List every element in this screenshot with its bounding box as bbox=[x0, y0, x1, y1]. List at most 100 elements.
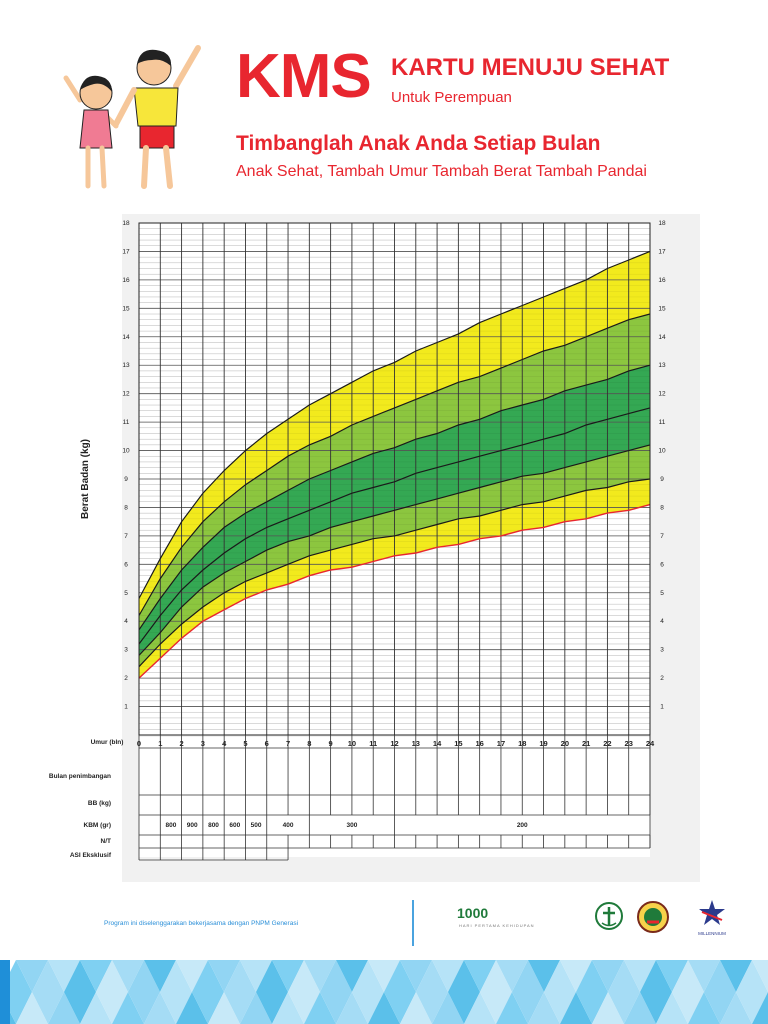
pattern-triangle bbox=[592, 992, 624, 1024]
y-tick-label-left: 7 bbox=[124, 533, 128, 540]
pattern-triangle bbox=[672, 960, 704, 992]
kbm-value-label: 300 bbox=[346, 822, 357, 829]
kbm-value-label: 500 bbox=[251, 822, 262, 829]
pattern-triangle bbox=[736, 960, 768, 992]
pattern-triangle bbox=[384, 960, 416, 992]
pattern-triangle bbox=[656, 960, 688, 992]
pattern-triangle bbox=[16, 960, 48, 992]
pattern-triangle bbox=[720, 992, 752, 1024]
pattern-triangle bbox=[288, 960, 320, 992]
pattern-triangle bbox=[624, 992, 656, 1024]
y-tick-label-left: 11 bbox=[123, 419, 130, 426]
y-tick-label-left: 18 bbox=[122, 220, 130, 227]
y-tick-label-left: 1 bbox=[124, 704, 128, 711]
pattern-triangle bbox=[112, 992, 144, 1024]
y-tick-label-left: 10 bbox=[122, 448, 130, 455]
pattern-triangle bbox=[144, 960, 176, 992]
boy-figure bbox=[113, 45, 201, 189]
y-tick-label-right: 3 bbox=[660, 647, 664, 654]
pattern-triangle bbox=[576, 960, 608, 992]
y-tick-label-right: 11 bbox=[659, 419, 666, 426]
pattern-triangle bbox=[320, 992, 352, 1024]
card-subtitle: Untuk Perempuan bbox=[391, 89, 512, 106]
pattern-triangle bbox=[160, 992, 192, 1024]
pattern-triangle bbox=[656, 992, 688, 1024]
pattern-triangle bbox=[496, 992, 528, 1024]
y-tick-label-right: 6 bbox=[660, 561, 664, 568]
pattern-triangle bbox=[80, 960, 112, 992]
pattern-triangle bbox=[160, 960, 192, 992]
y-tick-label-right: 15 bbox=[658, 305, 666, 312]
table-row-label: ASI Eksklusif bbox=[70, 852, 112, 859]
pattern-triangle bbox=[240, 960, 272, 992]
pattern-triangle bbox=[352, 960, 384, 992]
pattern-triangle bbox=[256, 992, 288, 1024]
y-tick-label-right: 9 bbox=[660, 476, 664, 483]
pattern-triangle bbox=[448, 960, 480, 992]
pattern-triangle bbox=[64, 992, 96, 1024]
table-row-label: BB (kg) bbox=[88, 800, 111, 807]
slogan-subtitle: Anak Sehat, Tambah Umur Tambah Berat Tam… bbox=[236, 163, 647, 180]
y-tick-label-right: 8 bbox=[660, 504, 664, 511]
curve-median bbox=[138, 407, 651, 645]
slogan-title: Timbanglah Anak Anda Setiap Bulan bbox=[236, 132, 601, 155]
y-tick-label-right: 13 bbox=[658, 362, 666, 369]
y-tick-label-left: 6 bbox=[124, 561, 128, 568]
pattern-triangle bbox=[432, 992, 464, 1024]
pattern-triangle bbox=[672, 992, 704, 1024]
pattern-triangle bbox=[48, 992, 80, 1024]
curve-minus2 bbox=[138, 478, 651, 668]
pattern-triangle bbox=[400, 992, 432, 1024]
pattern-triangle bbox=[608, 960, 640, 992]
y-tick-label-left: 3 bbox=[124, 647, 128, 654]
pattern-triangle bbox=[368, 992, 400, 1024]
y-tick-label-right: 12 bbox=[658, 391, 666, 398]
pattern-triangle bbox=[480, 960, 512, 992]
pattern-triangle bbox=[736, 992, 768, 1024]
pattern-triangle bbox=[640, 992, 672, 1024]
pattern-triangle bbox=[624, 960, 656, 992]
y-tick-label-right: 7 bbox=[660, 533, 664, 540]
y-tick-label-left: 14 bbox=[122, 334, 130, 341]
pattern-triangle bbox=[448, 992, 480, 1024]
pattern-triangle bbox=[208, 960, 240, 992]
footer-divider bbox=[412, 900, 414, 946]
pattern-triangle bbox=[384, 992, 416, 1024]
pattern-triangle bbox=[512, 960, 544, 992]
pattern-triangle bbox=[416, 960, 448, 992]
y-tick-label-right: 10 bbox=[658, 448, 666, 455]
pattern-triangle bbox=[192, 992, 224, 1024]
pattern-triangle bbox=[32, 992, 64, 1024]
pattern-triangle bbox=[256, 960, 288, 992]
logo-1000-hari: 1000 bbox=[457, 905, 489, 921]
pattern-triangle bbox=[304, 992, 336, 1024]
kbm-value-label: 800 bbox=[166, 822, 177, 829]
pattern-triangle bbox=[96, 960, 128, 992]
footer-note: Program ini diselenggarakan bekerjasama … bbox=[104, 920, 299, 927]
curve-minus3 bbox=[138, 503, 651, 679]
curve-plus1 bbox=[138, 364, 651, 631]
pattern-triangle bbox=[544, 960, 576, 992]
y-tick-label-right: 5 bbox=[660, 590, 664, 597]
pattern-triangle bbox=[528, 992, 560, 1024]
pattern-triangle bbox=[64, 960, 96, 992]
pattern-triangle bbox=[128, 960, 160, 992]
y-tick-label-right: 4 bbox=[660, 618, 664, 625]
pattern-triangle bbox=[480, 992, 512, 1024]
y-tick-label-left: 9 bbox=[124, 476, 128, 483]
pattern-triangle bbox=[688, 992, 720, 1024]
pattern-triangle bbox=[496, 960, 528, 992]
pattern-triangle bbox=[416, 992, 448, 1024]
pattern-triangle bbox=[272, 960, 304, 992]
footer-triangle-pattern bbox=[0, 960, 768, 1024]
x-tick-label: 24 bbox=[646, 739, 655, 748]
pattern-triangle bbox=[48, 960, 80, 992]
children-illustration bbox=[63, 45, 201, 189]
pattern-triangle bbox=[32, 960, 64, 992]
y-tick-label-left: 13 bbox=[122, 362, 130, 369]
pattern-triangle bbox=[464, 992, 496, 1024]
pattern-triangle bbox=[592, 960, 624, 992]
pattern-triangle bbox=[16, 992, 48, 1024]
y-tick-label-left: 12 bbox=[122, 391, 130, 398]
